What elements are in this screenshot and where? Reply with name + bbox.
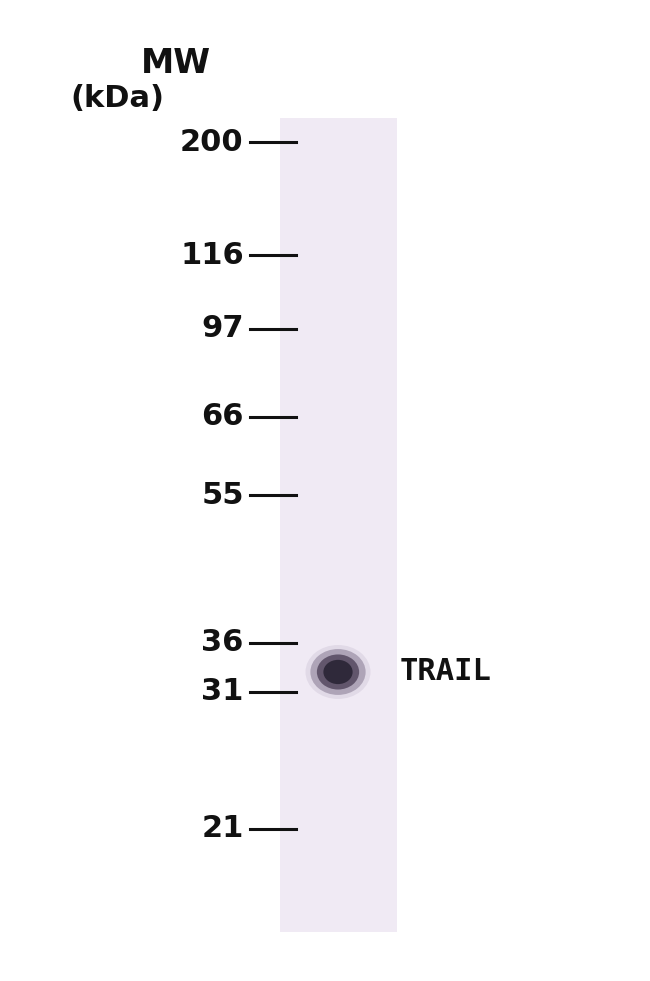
Text: 97: 97 (202, 314, 244, 343)
Text: 116: 116 (180, 240, 244, 270)
Text: 31: 31 (202, 677, 244, 706)
FancyBboxPatch shape (280, 118, 396, 932)
Text: 55: 55 (202, 481, 244, 510)
Text: 21: 21 (202, 814, 244, 844)
Ellipse shape (317, 654, 359, 690)
Text: TRAIL: TRAIL (400, 657, 491, 687)
Text: 36: 36 (202, 628, 244, 657)
Text: MW: MW (140, 47, 211, 80)
Ellipse shape (324, 660, 352, 684)
Text: 66: 66 (202, 402, 244, 432)
Text: (kDa): (kDa) (70, 83, 164, 113)
Ellipse shape (306, 645, 370, 698)
Text: 200: 200 (180, 128, 244, 157)
Ellipse shape (311, 649, 365, 695)
